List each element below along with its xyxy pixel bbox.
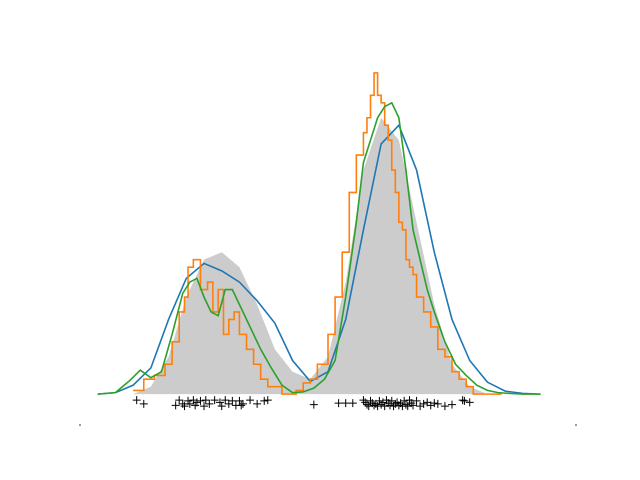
sample-marker	[205, 399, 214, 408]
sample-marker	[378, 398, 387, 407]
sample-marker	[401, 400, 410, 409]
sample-marker	[237, 401, 246, 410]
sample-marker	[440, 402, 449, 411]
sample-marker	[263, 396, 272, 405]
sample-marker	[359, 396, 368, 405]
density-lines-layer	[97, 72, 541, 395]
sample-marker	[196, 396, 205, 405]
sample-marker	[189, 396, 198, 405]
sample-marker	[416, 402, 425, 411]
sample-marker	[465, 398, 474, 407]
sample-marker	[361, 398, 370, 407]
sample-marker	[180, 402, 189, 411]
sample-marker	[260, 396, 269, 405]
sample-marker	[430, 399, 439, 408]
sample-marker	[460, 396, 469, 405]
kde-narrow-line	[97, 101, 541, 395]
sample-marker	[217, 402, 226, 411]
sample-marker	[362, 400, 371, 409]
sample-marker	[412, 396, 421, 405]
sample-marker	[221, 396, 230, 405]
sample-marker	[238, 399, 247, 408]
sample-marker	[210, 396, 219, 405]
sample-marker	[391, 399, 400, 408]
sample-marker	[375, 396, 384, 405]
sample-marker	[200, 402, 208, 411]
kde-broad-line	[97, 123, 541, 395]
sample-markers-layer	[132, 396, 474, 411]
sample-marker	[334, 399, 343, 408]
x-axis-ticks-layer	[79, 424, 577, 426]
sample-marker	[448, 400, 456, 409]
sample-marker	[348, 399, 357, 408]
sample-marker	[370, 401, 379, 410]
sample-marker	[373, 402, 382, 411]
sample-marker	[228, 396, 237, 405]
sample-marker	[433, 399, 442, 408]
sample-marker	[409, 401, 418, 410]
sample-marker	[192, 398, 201, 407]
sample-marker	[246, 396, 255, 405]
true-density-area-layer	[133, 117, 523, 395]
sample-marker	[253, 399, 262, 408]
sample-marker	[132, 396, 141, 405]
sample-marker	[400, 396, 409, 405]
sample-marker	[139, 399, 148, 408]
sample-marker	[341, 399, 350, 408]
sample-marker	[215, 398, 224, 407]
sample-marker	[458, 396, 467, 405]
sample-marker	[377, 400, 386, 409]
sample-marker	[386, 401, 394, 410]
histogram-step-line	[133, 72, 502, 395]
sample-marker	[171, 401, 180, 410]
sample-marker	[419, 399, 428, 408]
true-density-area	[133, 117, 523, 395]
sample-marker	[309, 400, 318, 409]
sample-marker	[175, 396, 184, 405]
sample-marker	[201, 396, 210, 405]
sample-marker	[185, 399, 194, 408]
